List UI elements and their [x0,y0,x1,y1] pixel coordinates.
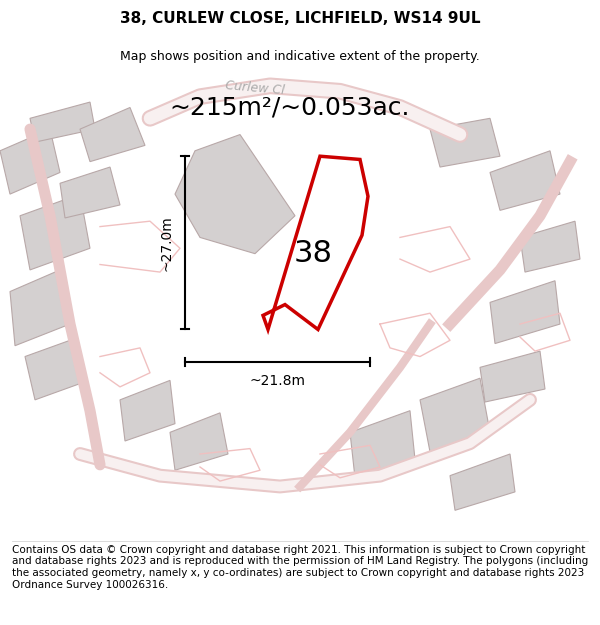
Polygon shape [430,118,500,167]
Text: ~21.8m: ~21.8m [250,374,305,389]
Polygon shape [10,270,70,346]
Polygon shape [520,221,580,272]
Polygon shape [350,411,415,478]
Text: Curlew Cl: Curlew Cl [225,79,285,97]
Polygon shape [263,156,368,329]
Polygon shape [480,351,545,402]
Polygon shape [490,151,560,211]
Polygon shape [60,167,120,218]
Text: ~215m²/~0.053ac.: ~215m²/~0.053ac. [170,96,410,119]
Polygon shape [120,381,175,441]
Polygon shape [80,107,145,162]
Polygon shape [170,413,228,470]
Polygon shape [175,134,295,254]
Polygon shape [25,340,80,400]
Polygon shape [450,454,515,510]
Polygon shape [20,194,90,270]
Text: ~27.0m: ~27.0m [160,215,174,271]
Text: 38, CURLEW CLOSE, LICHFIELD, WS14 9UL: 38, CURLEW CLOSE, LICHFIELD, WS14 9UL [120,11,480,26]
Text: 38: 38 [293,239,332,268]
Polygon shape [0,129,60,194]
Polygon shape [420,378,490,452]
Polygon shape [490,281,560,344]
Text: Map shows position and indicative extent of the property.: Map shows position and indicative extent… [120,50,480,62]
Polygon shape [30,102,95,142]
Text: Contains OS data © Crown copyright and database right 2021. This information is : Contains OS data © Crown copyright and d… [12,545,588,589]
